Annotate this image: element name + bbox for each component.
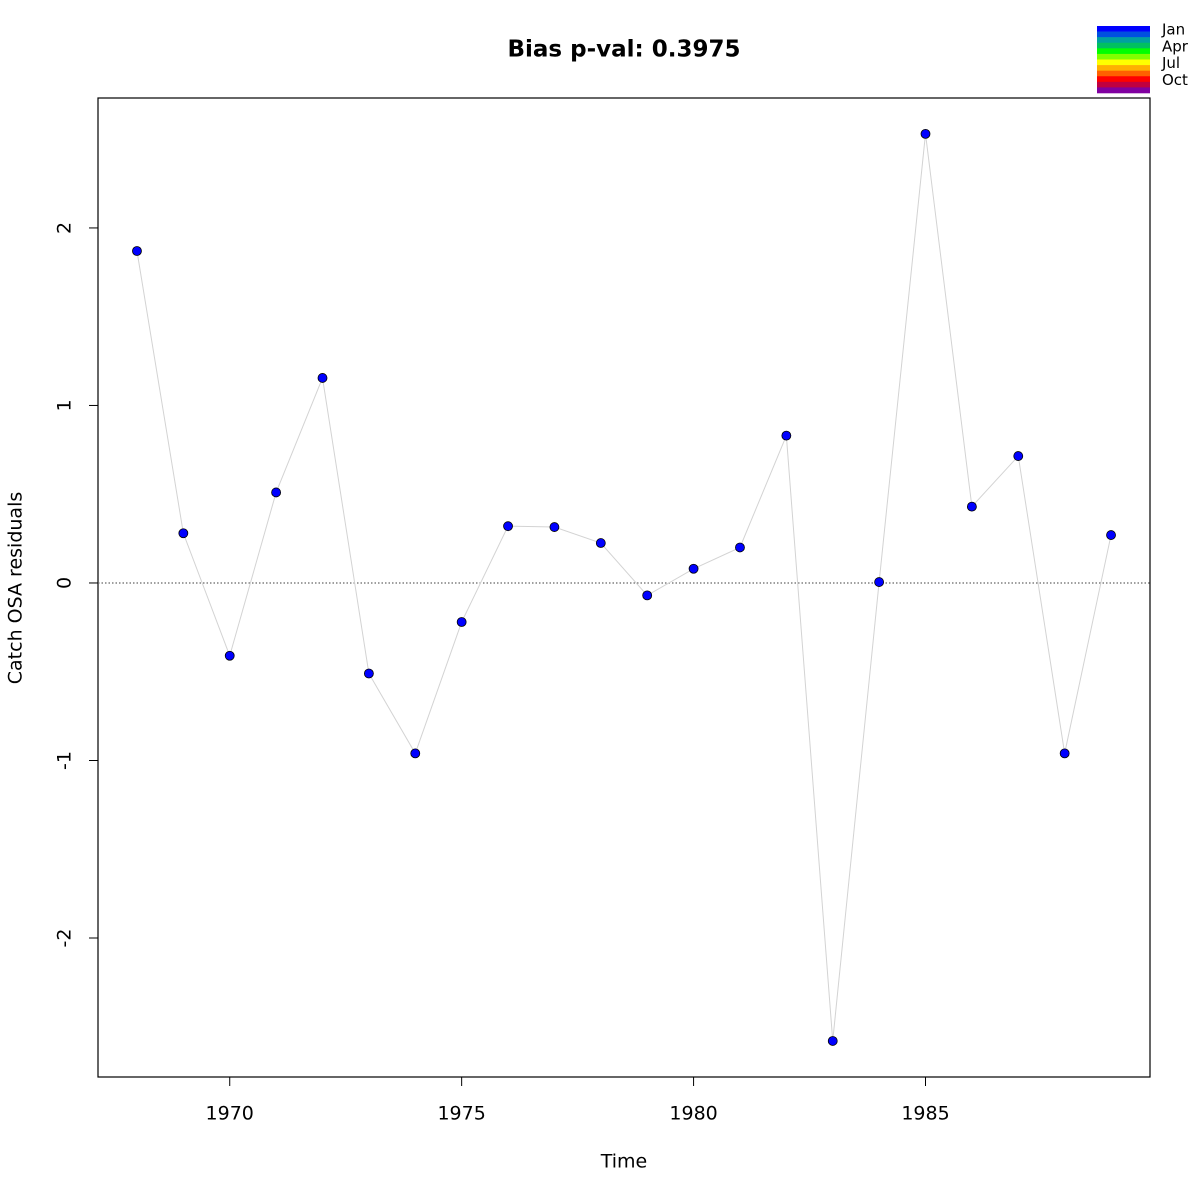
data-point xyxy=(1059,748,1070,759)
legend-swatch xyxy=(1097,42,1150,49)
data-point xyxy=(178,528,189,539)
legend-swatch xyxy=(1097,81,1150,88)
data-point xyxy=(224,650,235,661)
data-point xyxy=(874,577,885,587)
data-point xyxy=(735,542,745,553)
y-tick-label: -2 xyxy=(54,929,76,948)
data-point xyxy=(595,538,606,548)
data-point xyxy=(1013,451,1024,461)
x-axis-label: Time xyxy=(600,1151,648,1173)
data-point xyxy=(363,668,374,679)
data-point xyxy=(410,748,421,759)
data-point xyxy=(966,501,977,512)
y-tick-label: -1 xyxy=(54,751,76,770)
legend-swatch xyxy=(1097,31,1150,38)
data-point xyxy=(781,430,792,441)
data-point xyxy=(132,246,142,256)
data-point xyxy=(271,487,282,498)
legend-swatch xyxy=(1097,53,1150,60)
data-point xyxy=(827,1036,838,1046)
legend-label: Jul xyxy=(1161,54,1180,72)
x-tick-label: 1975 xyxy=(437,1103,485,1125)
chart-title: Bias p-val: 0.3975 xyxy=(508,37,741,63)
x-tick-label: 1970 xyxy=(206,1103,254,1125)
data-point xyxy=(503,521,513,532)
legend-swatch xyxy=(1097,76,1150,83)
legend-swatch xyxy=(1097,65,1150,71)
x-tick-label: 1980 xyxy=(669,1103,717,1125)
data-point xyxy=(688,563,699,574)
plot-frame xyxy=(97,97,1151,1078)
legend-swatch xyxy=(1097,26,1150,32)
series-line xyxy=(136,133,1112,1042)
legend-swatch xyxy=(1097,59,1150,66)
y-tick-label: 0 xyxy=(54,577,76,589)
legend-swatch xyxy=(1097,37,1150,44)
legend-label: Apr xyxy=(1162,37,1189,55)
data-point xyxy=(920,128,931,139)
data-point xyxy=(456,617,467,627)
legend-label: Jan xyxy=(1161,21,1185,39)
legend-swatch xyxy=(1097,70,1150,77)
y-tick-label: 2 xyxy=(54,222,76,234)
x-tick-label: 1985 xyxy=(901,1103,949,1125)
legend-label: Oct xyxy=(1162,71,1188,89)
legend-swatch xyxy=(1097,87,1150,94)
data-point xyxy=(1106,530,1116,540)
y-axis-label: Catch OSA residuals xyxy=(5,492,27,684)
data-point xyxy=(642,590,653,601)
data-point xyxy=(549,522,560,532)
data-point xyxy=(317,373,328,383)
legend-swatch xyxy=(1097,48,1150,55)
y-tick-label: 1 xyxy=(54,399,76,411)
